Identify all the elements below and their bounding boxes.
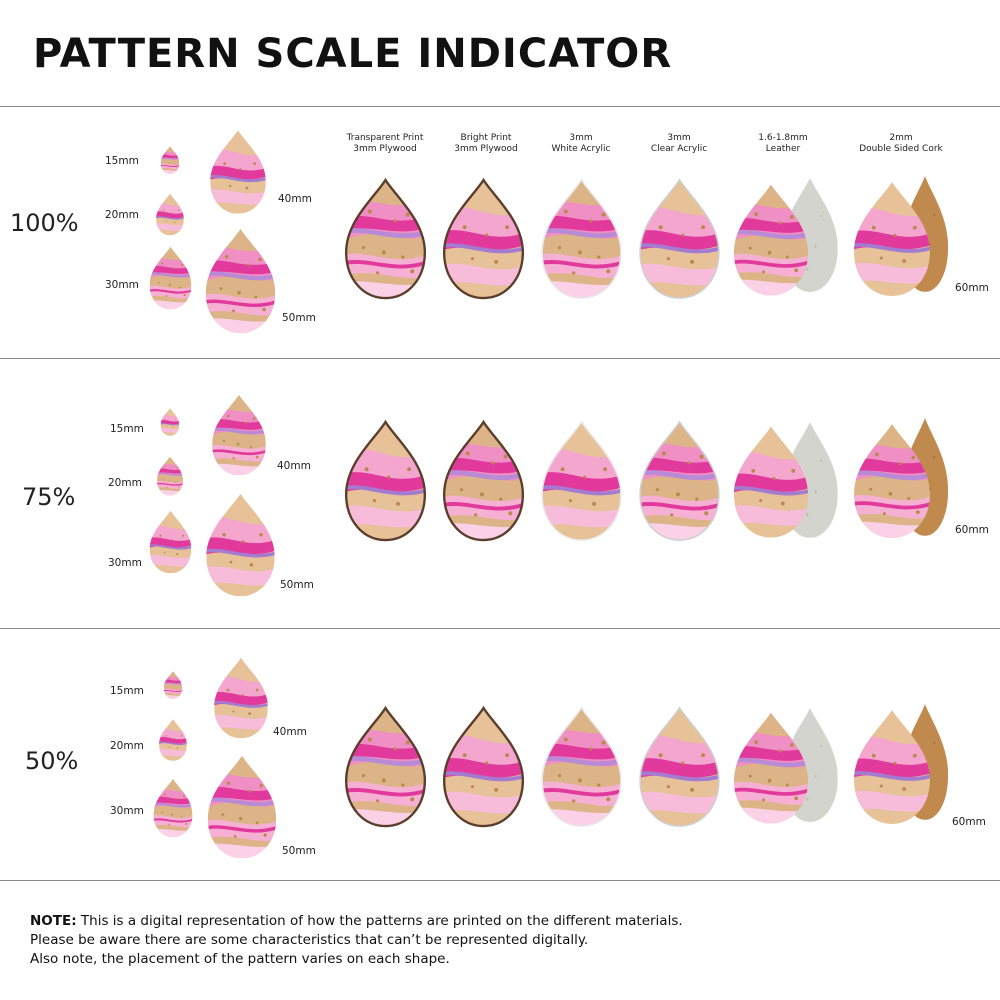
teardrop-30mm xyxy=(149,246,192,310)
material-label: 3mm Clear Acrylic xyxy=(650,133,708,154)
material-label: Transparent Print 3mm Plywood xyxy=(346,133,424,154)
material-label: 3mm White Acrylic xyxy=(551,133,611,154)
size-label: 60mm xyxy=(955,524,989,536)
material-label: 1.6-1.8mm Leather xyxy=(758,133,808,154)
teardrop-60mm-cork xyxy=(851,419,933,543)
scale-section-75: 75% 15mm 20mm 30mm 40mm 50mm 60mm xyxy=(0,359,1000,628)
size-label: 50mm xyxy=(282,845,316,857)
teardrop-60mm-bright-plywood xyxy=(442,420,525,542)
teardrop-20mm xyxy=(156,193,184,236)
size-label: 60mm xyxy=(952,816,986,828)
note-line: NOTE: This is a digital representation o… xyxy=(30,913,683,929)
teardrop-60mm-white-acrylic xyxy=(541,179,622,299)
disclaimer-note: NOTE: This is a digital representation o… xyxy=(30,912,683,969)
scale-section-100: 100% 15mm 20mm 30mm 40mm 50mm 60mm Trans… xyxy=(0,107,1000,358)
scale-label: 75% xyxy=(22,483,76,511)
teardrop-60mm-leather xyxy=(731,179,811,301)
section-divider xyxy=(0,358,1000,359)
section-divider xyxy=(0,880,1000,881)
size-label: 40mm xyxy=(277,460,311,472)
teardrop-50mm xyxy=(206,493,275,597)
teardrop-60mm-transparent-plywood xyxy=(344,178,427,300)
page-title: PATTERN SCALE INDICATOR xyxy=(33,31,673,77)
teardrop-40mm xyxy=(210,130,266,214)
material-label: Bright Print 3mm Plywood xyxy=(454,133,518,154)
scale-section-50: 50% 15mm 20mm 30mm 40mm 50mm 60mm xyxy=(0,629,1000,880)
note-line: Please be aware there are some character… xyxy=(30,932,589,948)
section-divider xyxy=(0,628,1000,629)
teardrop-50mm xyxy=(205,753,279,861)
teardrop-30mm xyxy=(153,778,193,838)
teardrop-60mm-clear-acrylic xyxy=(639,707,720,827)
size-label: 50mm xyxy=(280,579,314,591)
teardrop-15mm xyxy=(163,671,183,699)
size-label: 40mm xyxy=(273,726,307,738)
size-label: 30mm xyxy=(108,557,142,569)
material-label: 2mm Double Sided Cork xyxy=(859,133,943,154)
teardrop-50mm xyxy=(203,225,278,337)
teardrop-20mm xyxy=(157,456,183,496)
size-label: 20mm xyxy=(105,209,139,221)
teardrop-20mm xyxy=(159,719,187,761)
size-label: 30mm xyxy=(110,805,144,817)
teardrop-60mm-leather xyxy=(731,707,811,829)
teardrop-60mm-bright-plywood xyxy=(442,706,525,828)
note-label: NOTE: xyxy=(30,913,77,929)
size-label: 15mm xyxy=(110,423,144,435)
teardrop-60mm-bright-plywood xyxy=(442,178,525,300)
scale-label: 100% xyxy=(10,209,79,237)
teardrop-60mm-leather xyxy=(733,426,809,538)
teardrop-60mm-transparent-plywood xyxy=(344,420,427,542)
size-label: 40mm xyxy=(278,193,312,205)
teardrop-60mm-transparent-plywood xyxy=(344,706,427,828)
scale-label: 50% xyxy=(25,747,79,775)
teardrop-40mm xyxy=(212,394,266,476)
section-divider xyxy=(0,106,1000,107)
size-label: 50mm xyxy=(282,312,316,324)
teardrop-60mm-cork xyxy=(854,710,930,824)
teardrop-60mm-clear-acrylic xyxy=(639,179,720,299)
size-label: 20mm xyxy=(108,477,142,489)
teardrop-60mm-clear-acrylic xyxy=(639,421,720,541)
teardrop-40mm xyxy=(214,657,268,739)
teardrop-15mm xyxy=(160,146,180,174)
size-label: 15mm xyxy=(110,685,144,697)
size-label: 30mm xyxy=(105,279,139,291)
size-label: 60mm xyxy=(955,282,989,294)
size-label: 15mm xyxy=(105,155,139,167)
teardrop-60mm-white-acrylic xyxy=(541,707,622,827)
teardrop-30mm xyxy=(149,510,192,574)
teardrop-60mm-white-acrylic xyxy=(541,421,622,541)
size-label: 20mm xyxy=(110,740,144,752)
teardrop-60mm-cork xyxy=(854,182,930,296)
note-line: Also note, the placement of the pattern … xyxy=(30,951,450,967)
teardrop-15mm xyxy=(160,408,180,436)
